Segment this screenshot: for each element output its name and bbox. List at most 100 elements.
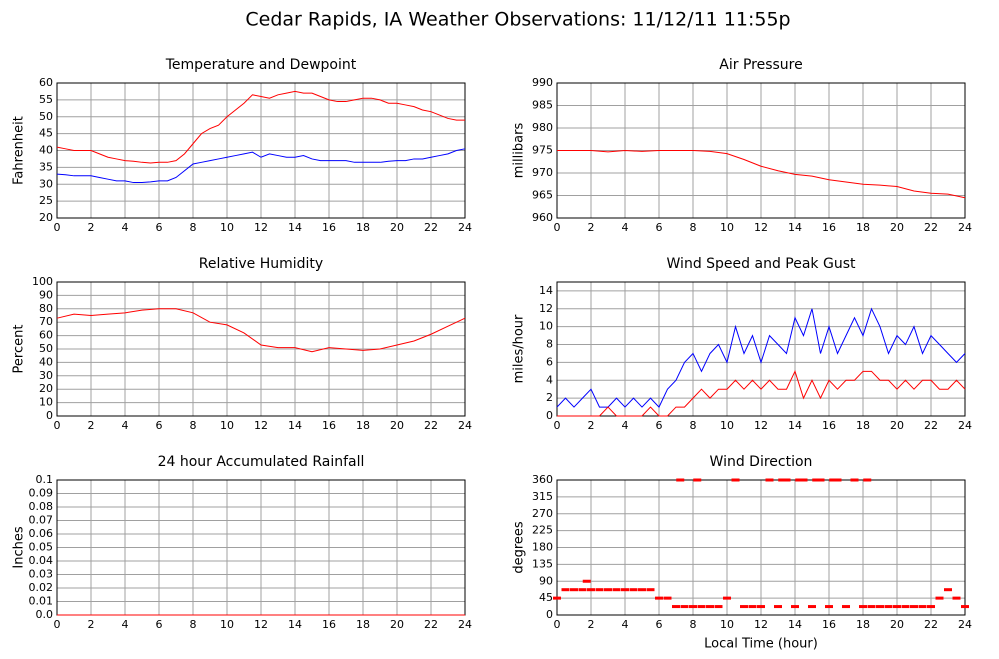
x-tick-label: 6: [656, 618, 663, 631]
plot-frame: [556, 479, 966, 616]
y-tick-label: 0.09: [29, 487, 54, 500]
data-point: [901, 605, 910, 609]
x-tick-label: 6: [156, 419, 163, 432]
data-point: [795, 478, 804, 482]
data-point: [748, 605, 757, 609]
data-point: [961, 605, 969, 609]
x-tick-label: 0: [54, 221, 61, 234]
y-tick-label: 80: [39, 302, 53, 315]
x-tick-label: 18: [856, 221, 870, 234]
y-tick-label: 6: [546, 355, 553, 368]
data-point: [697, 605, 706, 609]
data-point: [693, 478, 702, 482]
y-tick-label: 315: [532, 490, 553, 503]
x-tick-label: 22: [924, 618, 938, 631]
x-tick-label: 2: [88, 221, 95, 234]
y-tick-label: 14: [539, 284, 553, 297]
x-tick-label: 2: [88, 419, 95, 432]
data-point: [808, 605, 816, 609]
panel-title: Temperature and Dewpoint: [165, 57, 357, 73]
x-tick-label: 24: [458, 221, 472, 234]
x-tick-label: 24: [958, 618, 972, 631]
data-point: [859, 605, 867, 609]
x-tick-label: 18: [356, 221, 370, 234]
data-point: [812, 478, 821, 482]
x-tick-label: 2: [588, 221, 595, 234]
x-tick-label: 2: [88, 618, 95, 631]
y-tick-label: 50: [39, 110, 53, 123]
data-point: [791, 605, 799, 609]
x-tick-label: 10: [220, 618, 234, 631]
data-point: [757, 605, 765, 609]
y-tick-label: 960: [532, 211, 553, 224]
x-tick-label: 14: [788, 419, 802, 432]
panel-title: Relative Humidity: [199, 256, 323, 272]
x-tick-label: 2: [588, 419, 595, 432]
y-tick-label: 4: [546, 373, 553, 386]
x-tick-label: 8: [690, 419, 697, 432]
x-tick-label: 12: [254, 618, 268, 631]
y-tick-label: 135: [532, 557, 553, 570]
data-line: [557, 369, 966, 417]
y-tick-label: 975: [532, 144, 553, 157]
data-point: [676, 478, 685, 482]
x-tick-label: 6: [156, 618, 163, 631]
y-tick-label: 60: [39, 76, 53, 89]
x-tick-label: 12: [254, 419, 268, 432]
x-tick-label: 24: [958, 221, 972, 234]
data-point: [582, 579, 591, 583]
y-tick-label: 55: [39, 93, 53, 106]
y-tick-label: 12: [539, 302, 553, 315]
x-tick-label: 22: [424, 221, 438, 234]
x-tick-label: 22: [424, 419, 438, 432]
y-tick-label: 0.01: [29, 595, 54, 608]
y-tick-label: 990: [532, 76, 553, 89]
y-tick-label: 0.02: [29, 581, 54, 594]
x-tick-label: 8: [190, 221, 197, 234]
y-tick-label: 180: [532, 541, 553, 554]
y-tick-label: 0.1: [36, 473, 54, 486]
x-tick-label: 8: [190, 618, 197, 631]
x-tick-label: 24: [458, 618, 472, 631]
data-line: [56, 308, 466, 353]
data-point: [706, 605, 714, 609]
x-tick-label: 14: [288, 419, 302, 432]
data-point: [910, 605, 918, 609]
data-point: [587, 588, 595, 592]
y-axis-label: degrees: [512, 521, 527, 574]
data-point: [570, 588, 578, 592]
y-tick-label: 100: [32, 275, 53, 288]
data-point: [561, 588, 570, 592]
x-tick-label: 10: [220, 221, 234, 234]
data-point: [689, 605, 697, 609]
x-tick-label: 10: [220, 419, 234, 432]
x-tick-label: 10: [720, 221, 734, 234]
x-tick-label: 12: [754, 221, 768, 234]
data-point: [663, 596, 672, 600]
x-tick-label: 10: [720, 618, 734, 631]
data-point: [863, 478, 872, 482]
plot-frame: [556, 281, 966, 417]
y-tick-label: 90: [39, 288, 53, 301]
y-tick-label: 0.0: [36, 608, 54, 621]
x-tick-label: 8: [690, 618, 697, 631]
plot-frame: [56, 82, 466, 219]
y-tick-label: 50: [39, 342, 53, 355]
x-tick-label: 4: [622, 221, 629, 234]
data-point: [829, 478, 838, 482]
x-tick-label: 18: [356, 618, 370, 631]
y-axis-label: miles/hour: [512, 314, 527, 383]
y-tick-label: 0.04: [29, 554, 54, 567]
x-tick-label: 0: [554, 419, 561, 432]
data-line: [56, 148, 466, 184]
data-point: [876, 605, 884, 609]
y-tick-label: 35: [39, 160, 53, 173]
x-tick-label: 12: [754, 419, 768, 432]
data-point: [646, 588, 655, 592]
panel-title: 24 hour Accumulated Rainfall: [158, 454, 365, 470]
x-tick-label: 8: [190, 419, 197, 432]
data-point: [825, 605, 833, 609]
y-tick-label: 60: [39, 329, 53, 342]
x-tick-label: 12: [754, 618, 768, 631]
data-point: [782, 478, 791, 482]
